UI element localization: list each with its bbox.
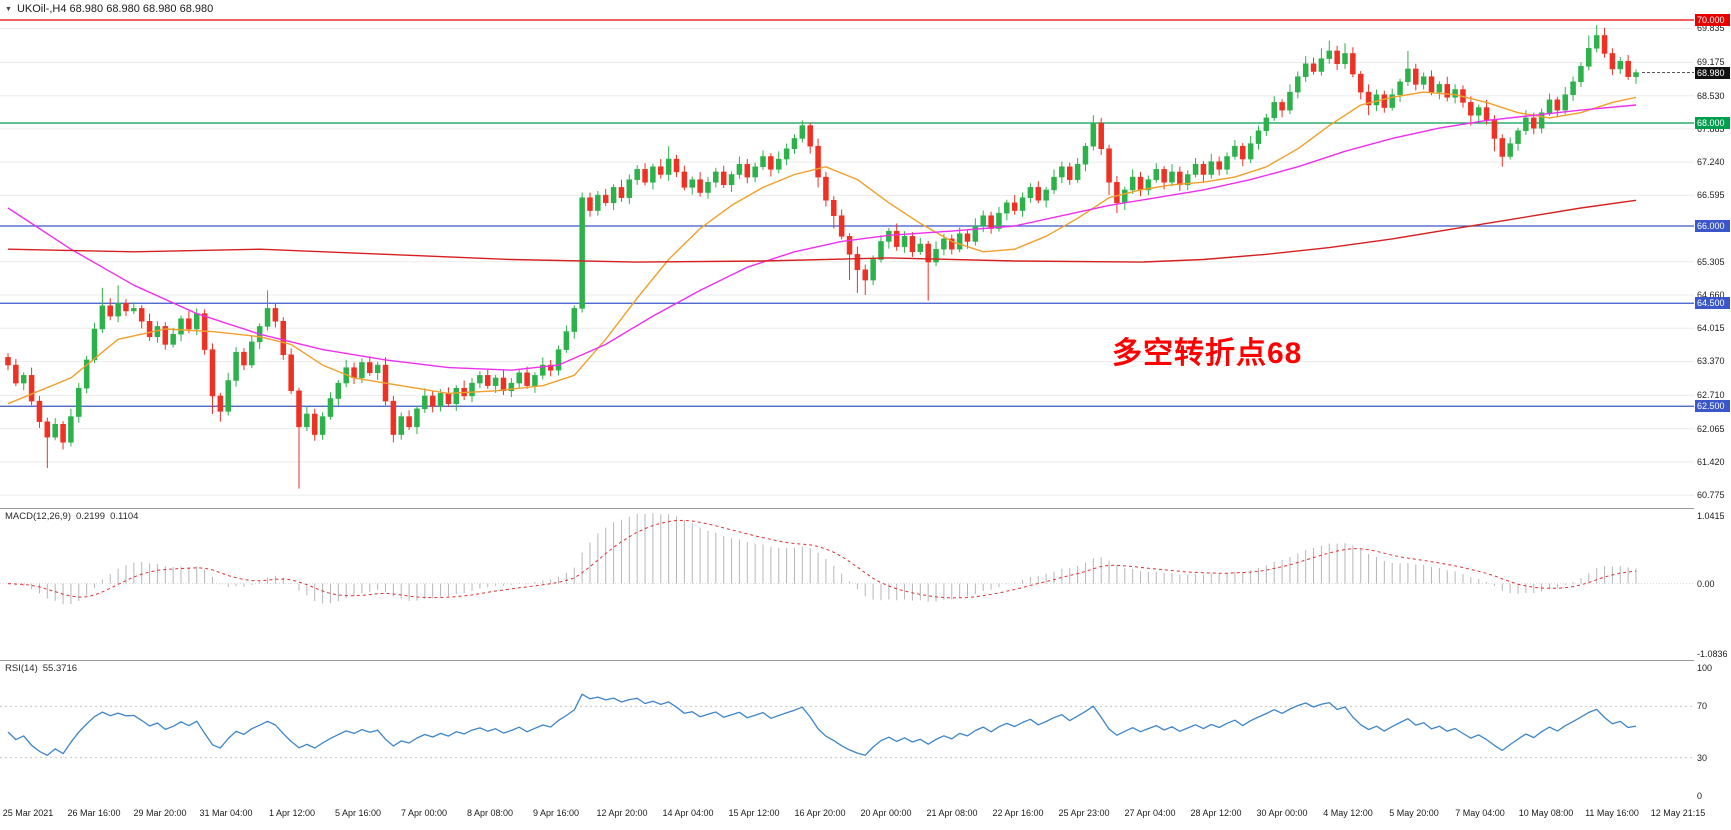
candles-layer bbox=[5, 25, 1639, 489]
ma-mid-magenta bbox=[7, 104, 1637, 371]
time-axis-label: 8 Apr 08:00 bbox=[466, 808, 514, 818]
time-axis-label: 25 Apr 23:00 bbox=[1058, 808, 1110, 818]
rsi-tick-label: 0 bbox=[1697, 791, 1703, 801]
price-tick-label: 67.240 bbox=[1697, 157, 1725, 168]
macd-tick-label: -1.0836 bbox=[1697, 649, 1728, 659]
price-tick-label: 65.305 bbox=[1697, 256, 1725, 267]
rsi-indicator-label: RSI(14) 55.3716 bbox=[5, 663, 82, 674]
time-axis-label: 11 May 16:00 bbox=[1585, 808, 1639, 818]
rsi-layer bbox=[0, 693, 1694, 759]
level-lines-layer bbox=[0, 19, 1694, 407]
ma-slow-red bbox=[7, 199, 1637, 263]
price-level-tag: 64.500 bbox=[1695, 297, 1730, 310]
current-price-tag: 68.980 bbox=[1695, 66, 1730, 79]
rsi-tick-label: 100 bbox=[1697, 663, 1713, 673]
time-axis-label: 5 May 20:00 bbox=[1389, 808, 1439, 818]
time-axis-label: 10 May 08:00 bbox=[1518, 808, 1574, 818]
price-tick-label: 66.595 bbox=[1697, 190, 1725, 201]
time-axis-label: 20 Apr 00:00 bbox=[860, 808, 912, 818]
symbol-ohlc-info: UKOil-,H4 68.980 68.980 68.980 68.980 bbox=[16, 3, 214, 15]
rsi-tick-label: 30 bbox=[1697, 752, 1708, 763]
time-axis-label: 5 Apr 16:00 bbox=[334, 808, 382, 818]
price-level-tag: 68.000 bbox=[1695, 117, 1730, 129]
rsi-tick-label: 70 bbox=[1697, 701, 1708, 712]
time-axis-label: 12 Apr 20:00 bbox=[596, 808, 648, 818]
rsi-value: 55.3716 bbox=[42, 663, 78, 674]
macd-signal-value: 0.1104 bbox=[110, 511, 139, 522]
price-tick-label: 64.015 bbox=[1697, 323, 1725, 334]
price-tick-label: 69.835 bbox=[1697, 23, 1725, 34]
symbol-dropdown-icon[interactable]: ▼ bbox=[5, 5, 12, 13]
price-tick-label: 62.710 bbox=[1697, 390, 1725, 401]
moving-averages-layer bbox=[7, 91, 1637, 405]
macd-layer bbox=[0, 513, 1694, 605]
price-level-tag: 62.500 bbox=[1695, 400, 1730, 413]
time-axis-label: 25 Mar 2021 bbox=[2, 808, 54, 818]
price-tick-label: 61.420 bbox=[1697, 456, 1725, 467]
grid-layer bbox=[0, 27, 1694, 496]
time-axis[interactable]: 25 Mar 2021 26 Mar 16:00 29 Mar 20:00 31 Ma… bbox=[0, 800, 1705, 830]
time-axis-label: 1 Apr 12:00 bbox=[268, 808, 316, 818]
time-axis-label: 31 Mar 04:00 bbox=[199, 808, 253, 818]
price-level-tag: 66.000 bbox=[1695, 220, 1730, 232]
time-axis-label: 12 May 21:15 bbox=[1650, 808, 1706, 818]
time-axis-label: 28 Apr 12:00 bbox=[1190, 808, 1242, 818]
price-tick-label: 62.065 bbox=[1697, 423, 1725, 434]
macd-main-value: 0.2199 bbox=[76, 511, 106, 522]
time-axis-label: 29 Mar 20:00 bbox=[133, 808, 187, 818]
macd-indicator-label: MACD(12,26,9) 0.2199 0.1104 bbox=[5, 511, 143, 522]
price-axis[interactable]: 69.83569.17568.53067.88567.24066.59565.3… bbox=[1694, 0, 1731, 830]
price-tick-label: 69.175 bbox=[1697, 57, 1725, 68]
time-axis-label: 27 Apr 04:00 bbox=[1124, 808, 1176, 818]
time-axis-label: 21 Apr 08:00 bbox=[926, 808, 978, 818]
price-tick-label: 60.775 bbox=[1697, 490, 1725, 501]
time-axis-label: 14 Apr 04:00 bbox=[662, 808, 714, 818]
chart-annotation: 多空转折点68 bbox=[1112, 337, 1303, 370]
price-tick-label: 68.530 bbox=[1697, 90, 1725, 101]
time-axis-label: 16 Apr 20:00 bbox=[794, 808, 846, 818]
time-axis-label: 15 Apr 12:00 bbox=[728, 808, 780, 818]
price-tick-label: 64.660 bbox=[1697, 290, 1725, 300]
time-axis-label: 4 May 12:00 bbox=[1323, 808, 1373, 818]
time-axis-label: 7 Apr 00:00 bbox=[400, 808, 448, 818]
time-axis-label: 7 May 04:00 bbox=[1455, 808, 1505, 818]
price-tick-label: 63.370 bbox=[1697, 356, 1725, 367]
macd-tick-label: 0.00 bbox=[1697, 578, 1715, 589]
time-axis-label: 26 Mar 16:00 bbox=[67, 808, 121, 818]
rsi-name: RSI(14) bbox=[5, 663, 38, 674]
price-level-tag: 70.000 bbox=[1695, 14, 1730, 26]
chart-title-bar: ▼ UKOil-,H4 68.980 68.980 68.980 68.980 bbox=[5, 3, 213, 15]
macd-tick-label: 1.0415 bbox=[1697, 511, 1725, 521]
time-axis-label: 9 Apr 16:00 bbox=[532, 808, 580, 818]
macd-name: MACD(12,26,9) bbox=[5, 511, 71, 522]
time-axis-label: 22 Apr 16:00 bbox=[992, 808, 1044, 818]
ma-fast-orange bbox=[7, 91, 1637, 405]
time-axis-label: 30 Apr 00:00 bbox=[1256, 808, 1308, 818]
